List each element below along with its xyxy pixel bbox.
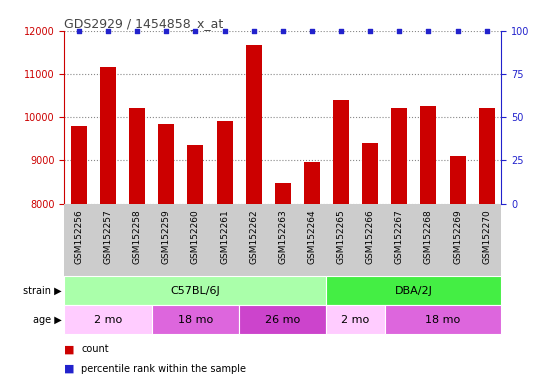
Bar (304, 162, 320, 384)
Bar (239, 305, 326, 334)
Point (133, 28, 142, 34)
Text: ■: ■ (64, 364, 75, 374)
Text: GSM152266: GSM152266 (366, 209, 375, 264)
Bar (333, 100, 349, 384)
Point (249, 28, 258, 34)
Point (162, 28, 171, 34)
Bar (326, 305, 385, 334)
Text: 2 mo: 2 mo (94, 314, 122, 325)
Bar (217, 121, 232, 384)
Point (307, 28, 316, 34)
Bar (64, 305, 152, 334)
Bar (391, 108, 407, 384)
Point (395, 28, 404, 34)
Text: 18 mo: 18 mo (178, 314, 213, 325)
Text: 18 mo: 18 mo (426, 314, 460, 325)
Bar (246, 45, 262, 384)
Text: DBA/2J: DBA/2J (395, 286, 433, 296)
Point (366, 28, 375, 34)
Bar (275, 183, 291, 384)
Point (104, 28, 113, 34)
Text: GSM152256: GSM152256 (74, 209, 83, 264)
Bar (188, 145, 203, 384)
Text: GDS2929 / 1454858_x_at: GDS2929 / 1454858_x_at (64, 17, 223, 30)
Text: GSM152258: GSM152258 (133, 209, 142, 264)
Bar (479, 108, 494, 384)
Text: count: count (81, 344, 109, 354)
Bar (152, 305, 239, 334)
Text: 26 mo: 26 mo (265, 314, 300, 325)
Point (278, 28, 287, 34)
Bar (100, 68, 116, 384)
Point (220, 28, 229, 34)
Text: GSM152265: GSM152265 (337, 209, 346, 264)
Text: strain ▶: strain ▶ (23, 286, 62, 296)
Text: C57BL/6J: C57BL/6J (171, 286, 220, 296)
Text: ■: ■ (64, 344, 75, 354)
Text: GSM152257: GSM152257 (104, 209, 113, 264)
Point (482, 28, 491, 34)
Bar (129, 108, 145, 384)
Bar (421, 106, 436, 384)
Text: GSM152259: GSM152259 (162, 209, 171, 264)
Bar (64, 276, 326, 305)
Point (191, 28, 200, 34)
Point (337, 28, 346, 34)
Bar (326, 276, 501, 305)
Bar (158, 124, 174, 384)
Text: GSM152269: GSM152269 (453, 209, 462, 264)
Text: GSM152264: GSM152264 (307, 209, 316, 264)
Text: 2 mo: 2 mo (342, 314, 370, 325)
Text: GSM152262: GSM152262 (249, 209, 258, 264)
Text: GSM152263: GSM152263 (278, 209, 287, 264)
Bar (450, 156, 465, 384)
Text: GSM152267: GSM152267 (395, 209, 404, 264)
Text: GSM152268: GSM152268 (424, 209, 433, 264)
Point (424, 28, 433, 34)
Bar (71, 126, 87, 384)
Text: GSM152261: GSM152261 (220, 209, 229, 264)
Text: percentile rank within the sample: percentile rank within the sample (81, 364, 246, 374)
Text: GSM152260: GSM152260 (191, 209, 200, 264)
Text: age ▶: age ▶ (33, 314, 62, 325)
Point (453, 28, 462, 34)
Bar (385, 305, 501, 334)
Bar (362, 143, 378, 384)
Point (74, 28, 83, 34)
Text: GSM152270: GSM152270 (482, 209, 491, 264)
